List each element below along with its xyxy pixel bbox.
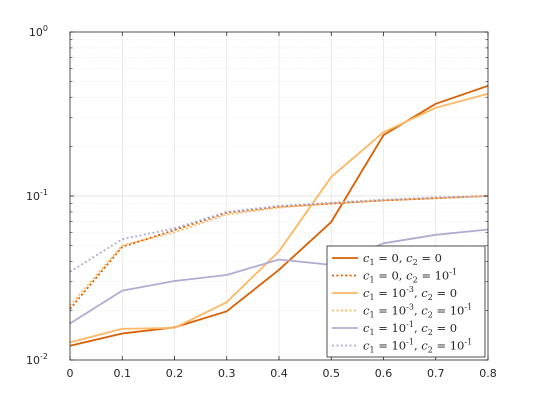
series-lines [69,84,489,347]
x-tick-label: 0.5 [323,367,341,380]
grid [70,32,488,360]
axis-ticks: 0 0.1 0.2 0.3 0.4 0.5 0.6 0.7 0.8 10-2 10-1 100 [26,24,497,380]
x-tick-label: 0.4 [270,367,288,380]
legend-label: c1 = 0, c2 = 0 [363,251,442,267]
x-tick-label: 0 [67,367,74,380]
legend-box [326,245,486,358]
legend-label: c1 = 10-3, c2 = 0 [363,285,457,302]
legend-label: c1 = 10-3, c2 = 10-1 [363,303,472,320]
y-tick-label: 10-2 [26,352,48,367]
series-line-3 [69,92,489,344]
legend-label: c1 = 10-1, c2 = 0 [363,320,457,337]
legend-label: c1 = 10-1, c2 = 10-1 [363,338,472,355]
series-line-4 [69,195,489,307]
series-line-6 [69,195,489,273]
legend-label: c1 = 0, c2 = 10-1 [363,268,457,285]
x-tick-label: 0.1 [114,367,132,380]
x-tick-label: 0.7 [427,367,445,380]
series-line-1 [69,84,489,347]
y-tick-label: 10-1 [26,188,48,203]
legend: c1 = 0, c2 = 0c1 = 0, c2 = 10-1c1 = 10-3… [326,245,486,358]
x-tick-label: 0.3 [218,367,236,380]
y-tick-label: 100 [29,24,48,39]
x-tick-label: 0.8 [479,367,497,380]
series-line-5 [69,228,489,325]
x-tick-label: 0.2 [166,367,184,380]
x-tick-label: 0.6 [375,367,393,380]
